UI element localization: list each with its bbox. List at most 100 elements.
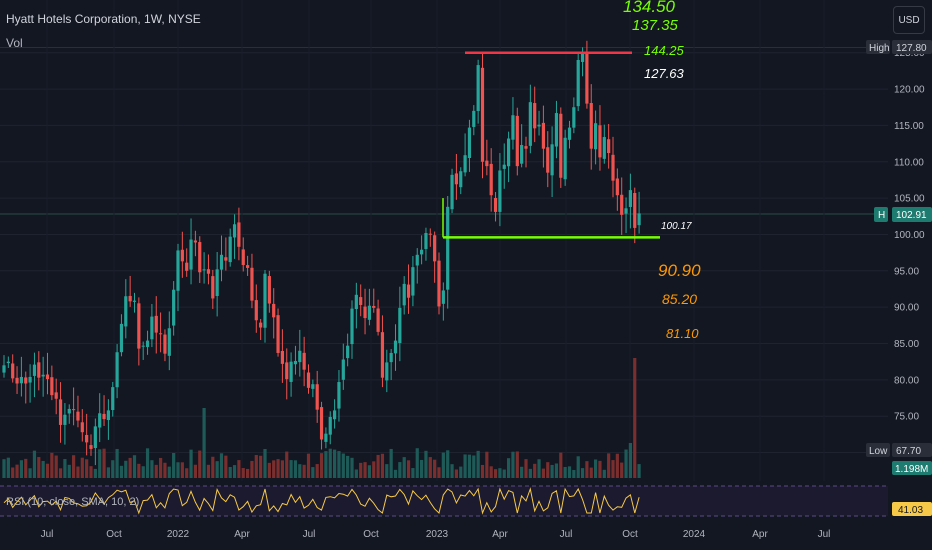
volume-bar bbox=[589, 467, 593, 478]
volume-bar bbox=[302, 464, 306, 478]
volume-bar bbox=[576, 456, 580, 478]
rsi-value-tag: 41.03 bbox=[892, 502, 932, 516]
volume-bar bbox=[354, 469, 358, 478]
volume-bar bbox=[189, 449, 193, 478]
volume-bar bbox=[498, 468, 502, 478]
volume-bar bbox=[263, 448, 267, 478]
resistance-label: 127.63 bbox=[644, 66, 685, 81]
candle-body bbox=[576, 59, 580, 107]
currency-button[interactable]: USD bbox=[893, 6, 925, 34]
volume-bar bbox=[280, 460, 284, 478]
candle-body bbox=[289, 361, 293, 382]
candle-body bbox=[498, 170, 502, 212]
volume-bar bbox=[6, 457, 10, 478]
candle-body bbox=[228, 236, 232, 263]
volume-bar bbox=[232, 465, 237, 478]
volume-bar bbox=[507, 458, 511, 478]
candle-body bbox=[115, 352, 119, 388]
candle-body bbox=[615, 178, 619, 196]
x-tick-label: Apr bbox=[492, 529, 508, 540]
candle-body bbox=[41, 374, 45, 377]
volume-bar bbox=[219, 453, 224, 478]
candle-body bbox=[50, 377, 54, 396]
time-axis[interactable]: Jul Oct 2022 Apr Jul Oct 2023 Apr Jul Oct 2024 Apr J… bbox=[41, 529, 831, 540]
candle-body bbox=[63, 414, 67, 425]
candle-body bbox=[224, 257, 228, 261]
candle-body bbox=[493, 198, 498, 212]
volume-label[interactable]: Vol bbox=[6, 36, 23, 50]
volume-bar bbox=[467, 454, 472, 478]
candle-body bbox=[189, 239, 193, 270]
candle-body bbox=[132, 300, 137, 302]
y-tick-label: 85.00 bbox=[894, 339, 919, 350]
candlesticks bbox=[2, 40, 641, 466]
volume-bar bbox=[337, 451, 341, 478]
svg-text:Low: Low bbox=[869, 446, 888, 457]
candle-body bbox=[72, 409, 76, 411]
volume-bar bbox=[333, 449, 337, 478]
candle-body bbox=[489, 163, 493, 196]
volume-bar bbox=[124, 460, 128, 478]
candle-body bbox=[28, 376, 32, 383]
candle-body bbox=[58, 399, 63, 425]
volume-bar bbox=[372, 461, 376, 478]
volume-bar bbox=[359, 462, 363, 478]
volume-bar bbox=[285, 451, 289, 478]
volume-bar bbox=[350, 457, 354, 478]
volume-bar bbox=[37, 457, 41, 478]
volume-bar bbox=[433, 459, 437, 478]
candle-body bbox=[319, 407, 324, 440]
symbol-title[interactable]: Hyatt Hotels Corporation, 1W, NYSE bbox=[6, 12, 201, 26]
candle-body bbox=[502, 164, 506, 169]
volume-bar bbox=[2, 459, 6, 478]
candle-body bbox=[263, 273, 267, 328]
candle-body bbox=[163, 334, 167, 354]
volume-bar bbox=[528, 468, 532, 478]
y-tick-label: 80.00 bbox=[894, 375, 919, 386]
x-tick-label: Jul bbox=[560, 529, 573, 540]
candle-body bbox=[45, 374, 50, 380]
candle-body bbox=[524, 146, 528, 149]
rsi-indicator-label[interactable]: RSI (10, close, SMA, 10, 2) bbox=[6, 496, 139, 508]
volume-bar bbox=[315, 464, 319, 478]
candle-body bbox=[54, 392, 58, 399]
volume-bar bbox=[276, 459, 280, 478]
volume-bar bbox=[137, 463, 141, 478]
candle-body bbox=[533, 103, 537, 129]
volume-bar bbox=[485, 451, 489, 478]
candle-body bbox=[311, 384, 315, 389]
candle-body bbox=[93, 426, 97, 449]
volume-bar bbox=[154, 464, 158, 478]
volume-bar bbox=[633, 358, 637, 478]
volume-bar bbox=[176, 462, 180, 478]
volume-bar bbox=[228, 467, 232, 478]
candle-body bbox=[276, 315, 280, 353]
candle-body bbox=[337, 382, 341, 409]
price-axis[interactable]: 70.0075.0080.0085.0090.0095.00100.00105.… bbox=[894, 48, 925, 459]
volume-bar bbox=[454, 469, 458, 478]
volume-bar bbox=[511, 451, 515, 478]
volume-bar bbox=[533, 463, 537, 478]
candle-body bbox=[459, 171, 463, 188]
x-tick-label: 2023 bbox=[426, 529, 449, 540]
candle-body bbox=[237, 222, 241, 247]
target-label-3: 144.25 bbox=[644, 43, 685, 58]
volume-bar bbox=[598, 460, 602, 478]
candle-body bbox=[406, 284, 411, 298]
orange-level-3: 81.10 bbox=[666, 326, 699, 341]
volume-bar bbox=[102, 448, 106, 478]
volume-bar bbox=[272, 460, 276, 478]
volume-bar bbox=[298, 464, 302, 478]
candle-body bbox=[150, 316, 154, 340]
candle-body bbox=[124, 296, 128, 327]
candle-body bbox=[346, 345, 350, 359]
volume-bar bbox=[611, 460, 615, 478]
volume-bar bbox=[319, 453, 324, 478]
candle-body bbox=[67, 408, 71, 414]
candle-body bbox=[585, 53, 589, 104]
candle-body bbox=[106, 410, 110, 421]
volume-bar bbox=[63, 459, 67, 478]
x-tick-label: Apr bbox=[234, 529, 250, 540]
volume-bar bbox=[241, 468, 245, 478]
